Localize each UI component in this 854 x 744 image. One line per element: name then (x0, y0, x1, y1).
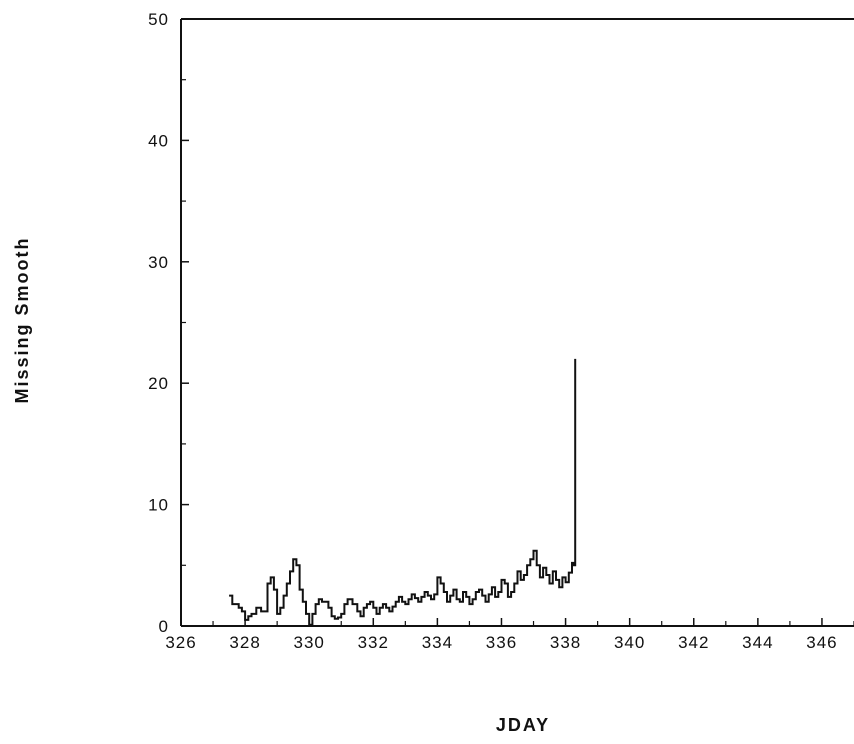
y-axis-title: Missing Smooth (12, 237, 32, 404)
x-tick-label: 326 (165, 633, 196, 652)
x-tick-label: 340 (614, 633, 645, 652)
x-tick-label: 346 (806, 633, 837, 652)
series-layer (229, 358, 577, 626)
y-tick-label: 10 (148, 496, 169, 515)
x-axis-ticks: 326 328 330 332 334 336 338 340 342 344 346 (165, 618, 854, 652)
y-tick-label: 40 (148, 131, 169, 150)
x-tick-label: 332 (358, 633, 389, 652)
y-tick-label: 30 (148, 253, 169, 272)
x-tick-label: 336 (486, 633, 517, 652)
series-line (229, 358, 577, 626)
x-tick-label: 328 (229, 633, 260, 652)
x-axis-title: JDAY (496, 715, 550, 735)
x-tick-label: 342 (678, 633, 709, 652)
x-tick-label: 338 (550, 633, 581, 652)
y-tick-label: 20 (148, 374, 169, 393)
y-tick-label: 50 (148, 10, 169, 29)
y-axis-ticks: 0 10 20 30 40 50 (148, 10, 189, 636)
plot-frame (180, 18, 854, 627)
x-tick-label: 344 (742, 633, 773, 652)
y-tick-label: 0 (159, 617, 169, 636)
x-tick-label: 330 (294, 633, 325, 652)
x-tick-label: 334 (422, 633, 453, 652)
